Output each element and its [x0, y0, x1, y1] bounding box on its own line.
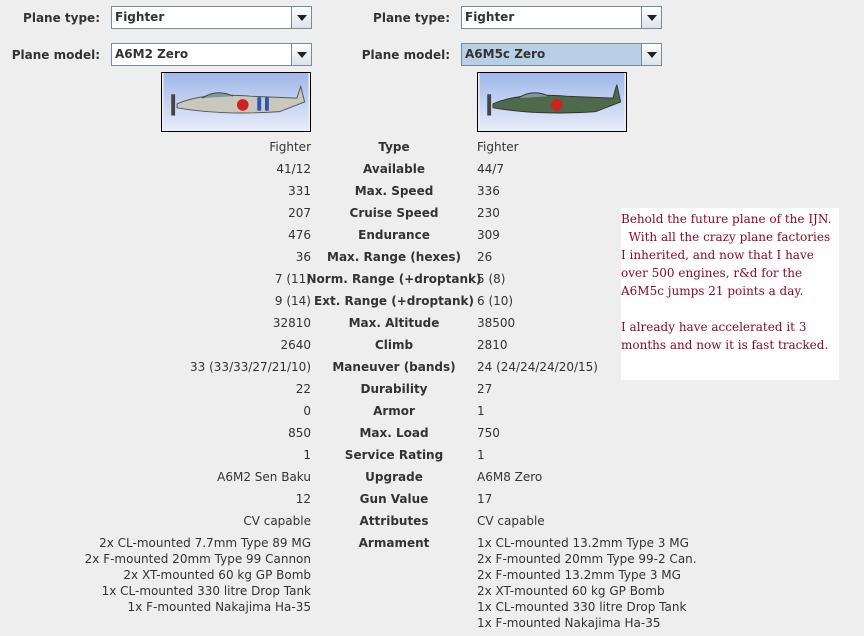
stat-label: Endurance — [358, 228, 430, 242]
left-armament: 2x CL-mounted 7.7mm Type 89 MG — [99, 536, 311, 550]
right-value: 24 (24/24/24/20/15) — [477, 360, 598, 374]
combo-label: Plane model: — [361, 48, 450, 62]
right-armament: 1x CL-mounted 13.2mm Type 3 MG — [477, 536, 689, 550]
left-value: 12 — [295, 492, 311, 506]
stat-label: Max. Range (hexes) — [327, 250, 461, 264]
right-value: 5 (8) — [477, 272, 506, 286]
left-value: 7 (11) — [274, 272, 311, 286]
right-armament: 2x XT-mounted 60 kg GP Bomb — [477, 584, 665, 598]
combo-box[interactable]: Fighter — [111, 6, 312, 29]
combo-value: A6M5c Zero — [465, 47, 546, 61]
right-value: 309 — [477, 228, 500, 242]
left-value: 32810 — [272, 316, 311, 330]
right-value: Fighter — [477, 140, 519, 154]
stat-label: Service Rating — [344, 448, 444, 462]
left-value: CV capable — [243, 514, 311, 528]
left-value: 331 — [288, 184, 311, 198]
combo-value: A6M2 Zero — [115, 47, 189, 61]
stat-label: Ext. Range (+droptank) — [314, 294, 474, 308]
left-value: 476 — [288, 228, 311, 242]
right-value: 1 — [477, 404, 485, 418]
stat-label: Norm. Range (+droptank) — [306, 272, 482, 286]
combo-box[interactable]: Fighter — [461, 6, 662, 29]
note-line: months and now it is fast tracked. — [621, 338, 829, 352]
stat-label: Max. Altitude — [348, 316, 440, 330]
right-value: 26 — [477, 250, 493, 264]
combo-arrow[interactable] — [291, 7, 311, 28]
comment-note: Behold the future plane of the IJN. With… — [621, 208, 839, 380]
plane-image-right — [477, 72, 627, 132]
right-value: 750 — [477, 426, 500, 440]
plane-image-left — [161, 72, 311, 132]
left-value: 41/12 — [276, 162, 311, 176]
left-value: A6M2 Sen Baku — [217, 470, 311, 484]
right-value: 27 — [477, 382, 493, 396]
right-armament: 2x F-mounted 13.2mm Type 3 MG — [477, 568, 681, 582]
note-line: Behold the future plane of the IJN. — [621, 212, 832, 226]
stat-label: Durability — [360, 382, 428, 396]
note-line: A6M5c jumps 21 points a day. — [621, 284, 804, 298]
stat-label: Upgrade — [365, 470, 423, 484]
stat-label: Available — [363, 162, 425, 176]
left-value: 22 — [295, 382, 311, 396]
note-line: I inherited, and now that I have — [621, 248, 814, 262]
right-value: 44/7 — [477, 162, 504, 176]
right-value: 336 — [477, 184, 500, 198]
combo-arrow[interactable] — [641, 7, 661, 28]
note-line: With all the crazy plane factories — [621, 230, 831, 244]
right-value: 38500 — [477, 316, 516, 330]
note-line: I already have accelerated it 3 — [621, 320, 807, 334]
stat-label: Armament — [358, 536, 430, 550]
stat-label: Maneuver (bands) — [332, 360, 456, 374]
left-value: 850 — [288, 426, 311, 440]
right-value: 1 — [477, 448, 485, 462]
left-value: 36 — [295, 250, 311, 264]
left-value: 1 — [303, 448, 311, 462]
combo-label: Plane model: — [11, 48, 100, 62]
combo-value: Fighter — [465, 10, 515, 24]
stat-label: Gun Value — [359, 492, 429, 506]
combo-box[interactable]: A6M5c Zero — [461, 43, 662, 66]
left-value: 0 — [303, 404, 311, 418]
left-value: 207 — [288, 206, 311, 220]
stat-label: Max. Load — [359, 426, 429, 440]
stat-label: Armor — [373, 404, 415, 418]
stat-label: Climb — [374, 338, 414, 352]
combo-arrow[interactable] — [641, 44, 661, 65]
right-value: 230 — [477, 206, 500, 220]
left-value: Fighter — [269, 140, 311, 154]
left-armament: 2x XT-mounted 60 kg GP Bomb — [123, 568, 311, 582]
right-value: 6 (10) — [477, 294, 514, 308]
left-value: 33 (33/33/27/21/10) — [190, 360, 311, 374]
left-armament: 1x CL-mounted 330 litre Drop Tank — [101, 584, 311, 598]
combo-box[interactable]: A6M2 Zero — [111, 43, 312, 66]
stat-label: Max. Speed — [354, 184, 434, 198]
combo-value: Fighter — [115, 10, 165, 24]
right-armament: 1x F-mounted Nakajima Ha-35 — [477, 616, 661, 630]
combo-arrow[interactable] — [291, 44, 311, 65]
left-value: 2640 — [280, 338, 311, 352]
right-value: CV capable — [477, 514, 545, 528]
stat-label: Attributes — [359, 514, 429, 528]
stat-label: Cruise Speed — [349, 206, 439, 220]
stat-label: Type — [378, 140, 410, 154]
combo-label: Plane type: — [23, 11, 100, 25]
right-value: 17 — [477, 492, 493, 506]
note-line: over 500 engines, r&d for the — [621, 266, 803, 280]
right-armament: 1x CL-mounted 330 litre Drop Tank — [477, 600, 687, 614]
combo-label: Plane type: — [373, 11, 450, 25]
left-armament: 2x F-mounted 20mm Type 99 Cannon — [84, 552, 311, 566]
right-value: 2810 — [477, 338, 508, 352]
right-value: A6M8 Zero — [477, 470, 543, 484]
right-armament: 2x F-mounted 20mm Type 99-2 Can. — [477, 552, 697, 566]
left-value: 9 (14) — [274, 294, 311, 308]
left-armament: 1x F-mounted Nakajima Ha-35 — [127, 600, 311, 614]
